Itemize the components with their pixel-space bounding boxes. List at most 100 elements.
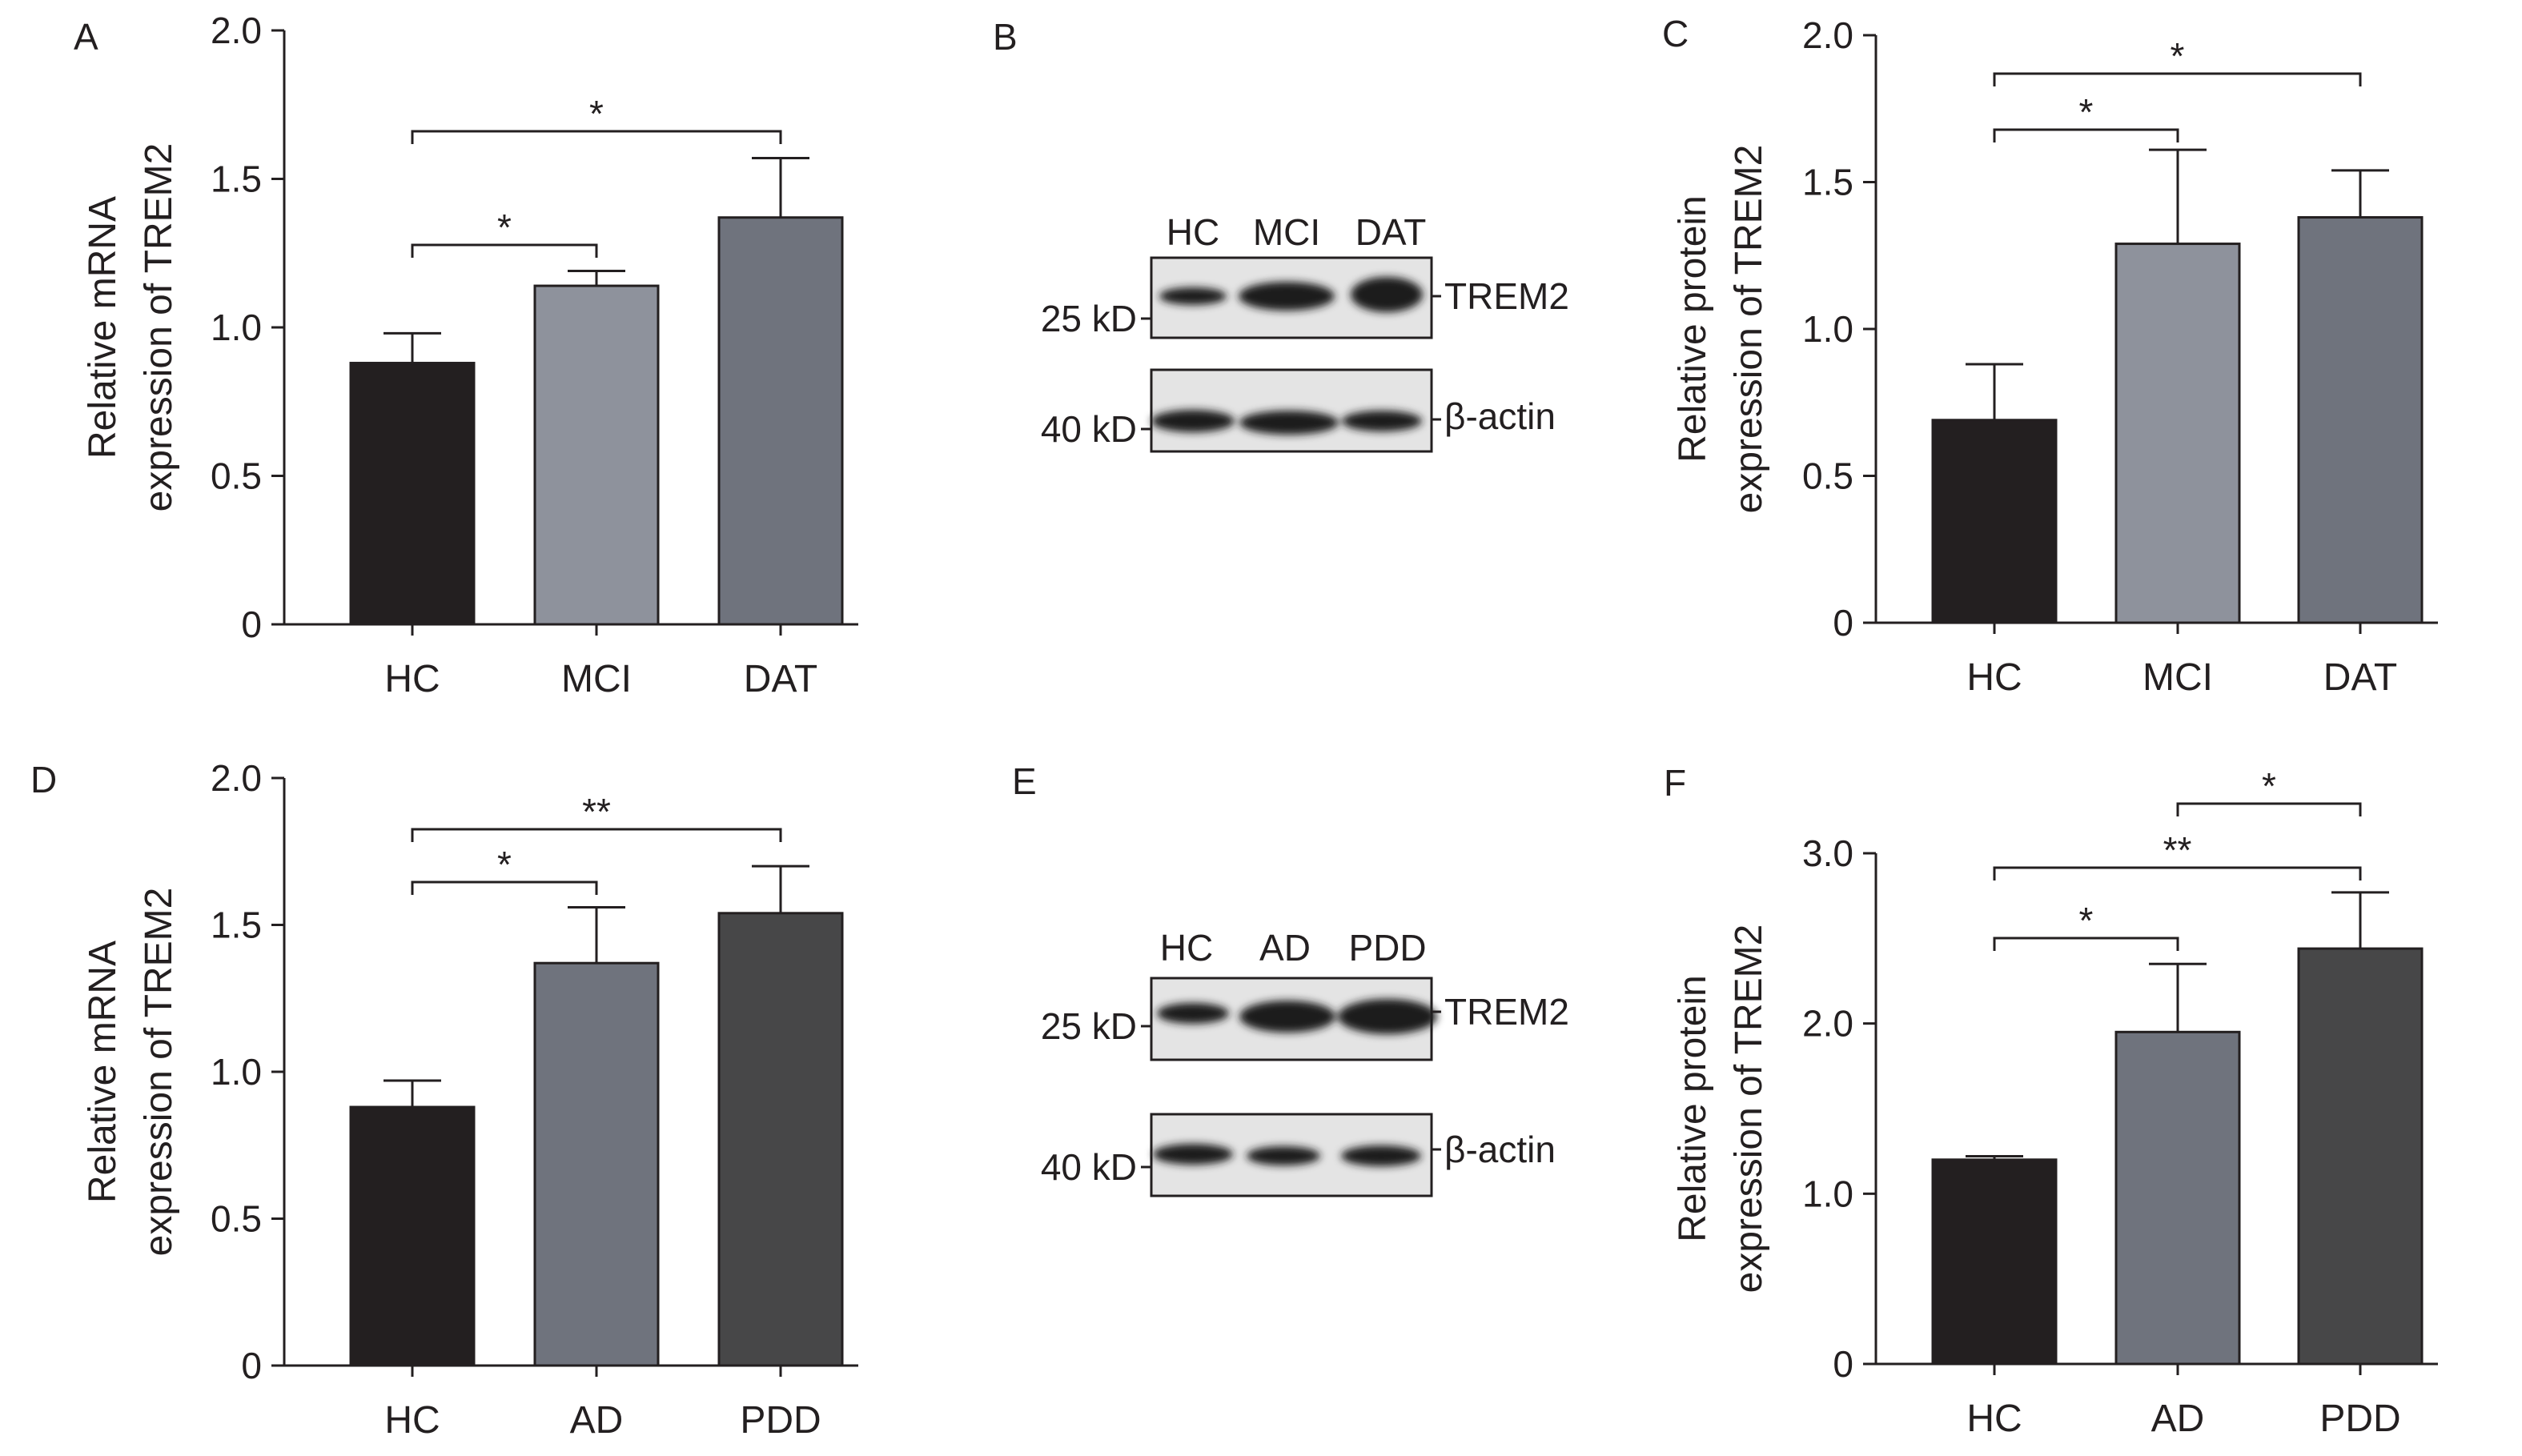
y-axis-title: Relative protein bbox=[1672, 975, 1714, 1242]
bar bbox=[2297, 947, 2424, 1366]
blot-band bbox=[1159, 287, 1227, 305]
chart-panel-d: 00.51.01.52.0HC AD PDD***Relative mRNA expr… bbox=[82, 757, 858, 1442]
y-tick-label: 0.5 bbox=[211, 455, 262, 497]
protein-label: β-actin bbox=[1444, 1129, 1556, 1170]
chart-panel-f: 01.02.03.0HC AD PDD****Relative protein exp… bbox=[1672, 765, 2438, 1440]
significance-label: * bbox=[589, 93, 604, 134]
blot-bands-trem2 bbox=[1159, 277, 1423, 312]
blot-bands-trem2 bbox=[1157, 999, 1437, 1034]
significance-bracket bbox=[1993, 128, 2179, 142]
bar bbox=[1931, 419, 2058, 624]
western-blot-b: HC MCI DAT 25 kD TREM2 40 kD β-actin bbox=[1041, 211, 1569, 453]
chart-panel-c: 0 0.5 1.0 1.5 2.0 HC MCI DAT * * Relative protein e… bbox=[1672, 14, 2438, 699]
significance-bracket bbox=[411, 880, 598, 895]
y-axis-title: Relative mRNA bbox=[82, 196, 124, 459]
x-tick-label: AD bbox=[570, 1399, 624, 1442]
y-tick-label: 0.5 bbox=[211, 1198, 262, 1240]
x-tick-label: MCI bbox=[2142, 656, 2213, 699]
y-axis-title: expression of TREM2 bbox=[1728, 925, 1770, 1294]
y-tick-label: 0 bbox=[241, 604, 262, 645]
y-axis-title: expression of TREM2 bbox=[138, 888, 180, 1257]
blot-band bbox=[1157, 1003, 1229, 1024]
y-tick-label: 1.5 bbox=[211, 904, 262, 946]
significance-bracket bbox=[1993, 866, 2362, 880]
x-tick-label: DAT bbox=[2323, 656, 2397, 699]
y-tick-label: 1.0 bbox=[211, 1051, 262, 1093]
x-tick-label: HC bbox=[384, 1399, 440, 1442]
bar bbox=[533, 284, 660, 626]
blot-band bbox=[1247, 1146, 1320, 1165]
blot-band bbox=[1351, 277, 1423, 312]
significance-label: * bbox=[2171, 35, 2185, 77]
y-tick-label: 1.5 bbox=[211, 158, 262, 200]
x-tick-label: DAT bbox=[744, 658, 817, 700]
y-tick-label: 0 bbox=[1833, 602, 1853, 644]
bar bbox=[1931, 1158, 2058, 1366]
y-tick-label: 2.0 bbox=[211, 757, 262, 799]
x-tick-label: PDD bbox=[740, 1399, 821, 1442]
blot-band bbox=[1341, 1145, 1421, 1166]
x-tick-label: PDD bbox=[2319, 1398, 2400, 1440]
blot-lane-label: MCI bbox=[1253, 211, 1320, 253]
y-axis-title: Relative mRNA bbox=[82, 941, 124, 1203]
blot-band bbox=[1151, 410, 1235, 432]
significance-label: * bbox=[2079, 91, 2094, 133]
blot-band bbox=[1342, 411, 1422, 431]
bar bbox=[2114, 243, 2241, 624]
significance-bracket bbox=[2176, 802, 2362, 816]
protein-label: β-actin bbox=[1444, 395, 1556, 437]
bar bbox=[2297, 216, 2424, 624]
significance-bracket bbox=[1993, 72, 2362, 86]
panel-letter-b: B bbox=[993, 16, 1018, 58]
significance-bracket bbox=[411, 828, 782, 842]
bar bbox=[2114, 1030, 2241, 1366]
western-blot-e: HC AD PDD 25 kD TREM2 40 kD β-actin bbox=[1041, 927, 1569, 1197]
marker-label: 25 kD bbox=[1041, 1005, 1137, 1047]
y-tick-label: 2.0 bbox=[211, 10, 262, 51]
significance-label: ** bbox=[2163, 829, 2192, 871]
blot-lane-label: HC bbox=[1160, 927, 1213, 969]
protein-label: TREM2 bbox=[1444, 275, 1569, 317]
y-tick-label: 0 bbox=[1833, 1343, 1853, 1385]
y-tick-label: 0 bbox=[241, 1345, 262, 1386]
blot-bands-actin bbox=[1153, 1144, 1421, 1166]
chart-panel-a: 0 0.5 1.0 1.5 2.0 HC MCI DAT * * Relative mRNA expr… bbox=[82, 10, 858, 700]
bar bbox=[717, 912, 844, 1367]
bar bbox=[717, 216, 844, 626]
y-tick-label: 1.0 bbox=[211, 307, 262, 348]
y-tick-label: 2.0 bbox=[1802, 14, 1853, 56]
y-tick-label: 0.5 bbox=[1802, 455, 1853, 497]
significance-label: * bbox=[497, 844, 512, 885]
blot-band bbox=[1153, 1144, 1233, 1165]
blot-lane-label: AD bbox=[1259, 927, 1311, 969]
significance-label: * bbox=[2262, 765, 2276, 807]
blot-bands-actin bbox=[1151, 410, 1422, 435]
y-axis-title: expression of TREM2 bbox=[138, 143, 180, 512]
blot-lane-label: PDD bbox=[1348, 927, 1426, 969]
y-axis-title: expression of TREM2 bbox=[1728, 145, 1770, 514]
significance-label: * bbox=[497, 207, 512, 248]
panel-letter-c: C bbox=[1662, 13, 1689, 54]
significance-bracket bbox=[411, 243, 598, 258]
panel-letter-f: F bbox=[1664, 762, 1686, 804]
bar bbox=[349, 1105, 476, 1367]
significance-label: * bbox=[2079, 900, 2094, 941]
marker-label: 40 kD bbox=[1041, 1146, 1137, 1188]
significance-label: ** bbox=[582, 791, 611, 832]
blot-lane-label: DAT bbox=[1355, 211, 1427, 253]
y-axis-title: Relative protein bbox=[1672, 195, 1714, 463]
x-tick-label: HC bbox=[384, 658, 440, 700]
x-tick-label: AD bbox=[2151, 1398, 2205, 1440]
y-tick-label: 2.0 bbox=[1802, 1003, 1853, 1045]
bar bbox=[349, 362, 476, 626]
protein-label: TREM2 bbox=[1444, 991, 1569, 1033]
marker-label: 25 kD bbox=[1041, 298, 1137, 339]
y-tick-label: 1.5 bbox=[1802, 162, 1853, 203]
panel-letter-d: D bbox=[30, 759, 57, 800]
x-tick-label: HC bbox=[1966, 656, 2022, 699]
y-tick-label: 1.0 bbox=[1802, 308, 1853, 350]
blot-band bbox=[1239, 1001, 1335, 1033]
significance-bracket bbox=[411, 130, 782, 144]
blot-band bbox=[1239, 411, 1339, 435]
